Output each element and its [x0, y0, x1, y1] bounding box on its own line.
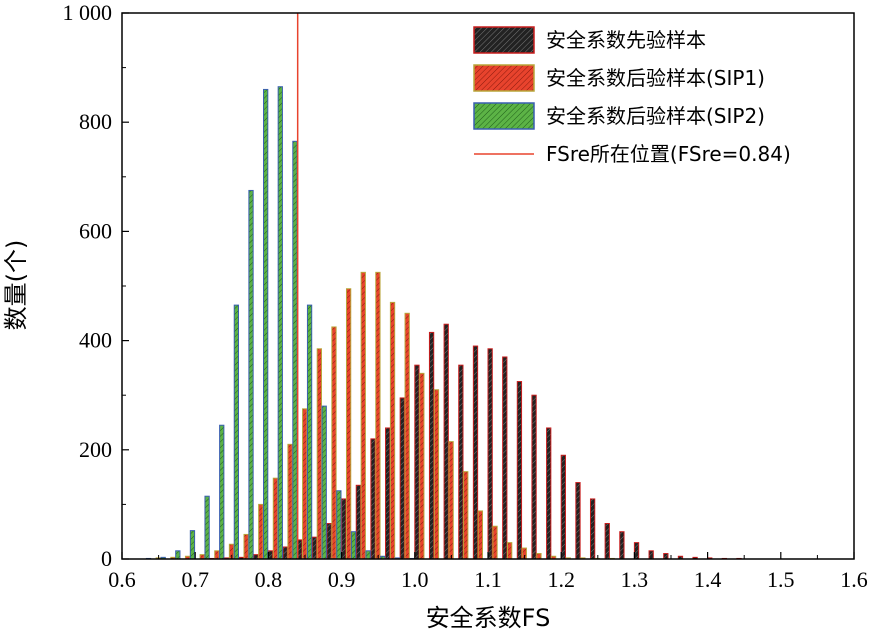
bar-prior: [648, 550, 654, 560]
bar-prior: [370, 438, 376, 560]
bar-posterior-sip1: [507, 542, 513, 560]
bar-prior: [575, 482, 581, 560]
bar-posterior-sip1: [302, 408, 308, 560]
bar-prior: [311, 536, 318, 560]
bar-prior: [531, 394, 537, 560]
bar-prior: [341, 498, 347, 560]
bar-prior: [487, 348, 493, 560]
legend-label-prior: 安全系数先验样本: [546, 28, 706, 52]
bar-posterior-sip1: [272, 477, 279, 560]
bar-posterior-sip1: [316, 348, 322, 560]
x-tick-label: 1.6: [840, 567, 868, 592]
bar-posterior-sip1: [448, 441, 454, 560]
x-tick-label: 1.1: [474, 567, 502, 592]
bar-prior: [502, 356, 508, 560]
y-tick-label: 1 000: [63, 0, 113, 25]
bar-prior: [385, 427, 391, 560]
y-tick-label: 400: [79, 328, 112, 353]
bar-posterior-sip1: [345, 288, 352, 560]
bar-prior: [282, 546, 288, 560]
bar-posterior-sip1: [419, 372, 425, 560]
bar-posterior-sip2: [204, 495, 210, 560]
legend-label-posterior-sip2: 安全系数后验样本(SIP2): [546, 104, 765, 128]
axes-layer: 0.6 0.7 0.8 0.9 1.0 1.1 1.2 1.3 1.4 1.5 1.6 0 200 400…: [63, 0, 868, 592]
bar-prior: [458, 364, 464, 560]
y-tick-label: 800: [79, 109, 112, 134]
bar-posterior-sip1: [536, 553, 542, 560]
bar-prior: [443, 323, 449, 560]
legend-label-posterior-sip1: 安全系数后验样本(SIP1): [546, 66, 765, 90]
x-tick-label: 1.3: [621, 567, 649, 592]
x-tick-label: 1.5: [767, 567, 795, 592]
bar-posterior-sip1: [492, 525, 498, 560]
bar-posterior-sip2: [219, 424, 225, 560]
bar-posterior-sip2: [263, 88, 269, 560]
bar-posterior-sip1: [243, 533, 249, 560]
bar-prior: [355, 484, 362, 560]
bar-prior: [267, 550, 274, 560]
bar-posterior-sip1: [389, 301, 396, 560]
bar-posterior-sip2: [350, 531, 357, 560]
bar-prior: [546, 427, 552, 560]
x-tick-label: 0.9: [328, 567, 356, 592]
y-axis-title: 数量(个): [2, 240, 30, 331]
bar-prior: [326, 523, 332, 560]
x-tick-label: 1.2: [547, 567, 575, 592]
bar-prior: [560, 454, 566, 560]
bar-prior: [589, 498, 596, 560]
bar-posterior-sip1: [258, 503, 264, 560]
legend-swatch-posterior-sip2: [473, 102, 535, 130]
bar-posterior-sip2: [189, 530, 196, 560]
bar-prior: [604, 523, 610, 560]
series-prior: [209, 323, 742, 560]
legend-swatch-prior: [473, 26, 535, 54]
y-tick-label: 0: [101, 546, 112, 571]
y-tick-label: 200: [79, 437, 112, 462]
y-tick-label: 600: [79, 218, 112, 243]
bar-prior: [472, 345, 479, 560]
bar-prior: [414, 364, 420, 560]
bar-posterior-sip2: [292, 140, 298, 560]
bar-posterior-sip1: [214, 550, 220, 560]
bar-posterior-sip1: [375, 271, 381, 560]
x-axis-title: 安全系数FS: [426, 604, 551, 632]
bar-posterior-sip1: [360, 271, 366, 560]
bar-posterior-sip2: [277, 86, 283, 560]
bar-prior: [399, 397, 405, 560]
bar-posterior-sip1: [404, 312, 410, 560]
x-tick-label: 0.8: [255, 567, 283, 592]
bar-posterior-sip1: [331, 326, 337, 560]
bars-layer: [145, 86, 742, 560]
bar-posterior-sip1: [477, 510, 484, 560]
bar-posterior-sip1: [463, 471, 469, 560]
bar-prior: [516, 381, 523, 560]
x-tick-label: 1.4: [694, 567, 722, 592]
bar-posterior-sip1: [433, 389, 440, 560]
bar-posterior-sip2: [306, 304, 313, 560]
bar-prior: [619, 531, 625, 560]
x-tick-label: 1.0: [401, 567, 429, 592]
legend-label-reference-line: FSre所在位置(FSre=0.84): [546, 142, 791, 166]
bar-posterior-sip2: [336, 490, 342, 560]
x-tick-label: 0.7: [181, 567, 209, 592]
bar-prior: [633, 542, 640, 560]
bar-posterior-sip1: [287, 443, 293, 560]
bar-posterior-sip2: [233, 304, 240, 560]
bar-posterior-sip2: [321, 405, 327, 560]
bar-posterior-sip2: [248, 189, 254, 560]
bar-posterior-sip2: [365, 550, 371, 560]
bar-prior: [663, 553, 669, 560]
bar-prior: [428, 331, 435, 560]
legend-swatch-posterior-sip1: [473, 64, 535, 92]
bar-posterior-sip2: [175, 550, 181, 560]
x-tick-label: 0.6: [108, 567, 136, 592]
